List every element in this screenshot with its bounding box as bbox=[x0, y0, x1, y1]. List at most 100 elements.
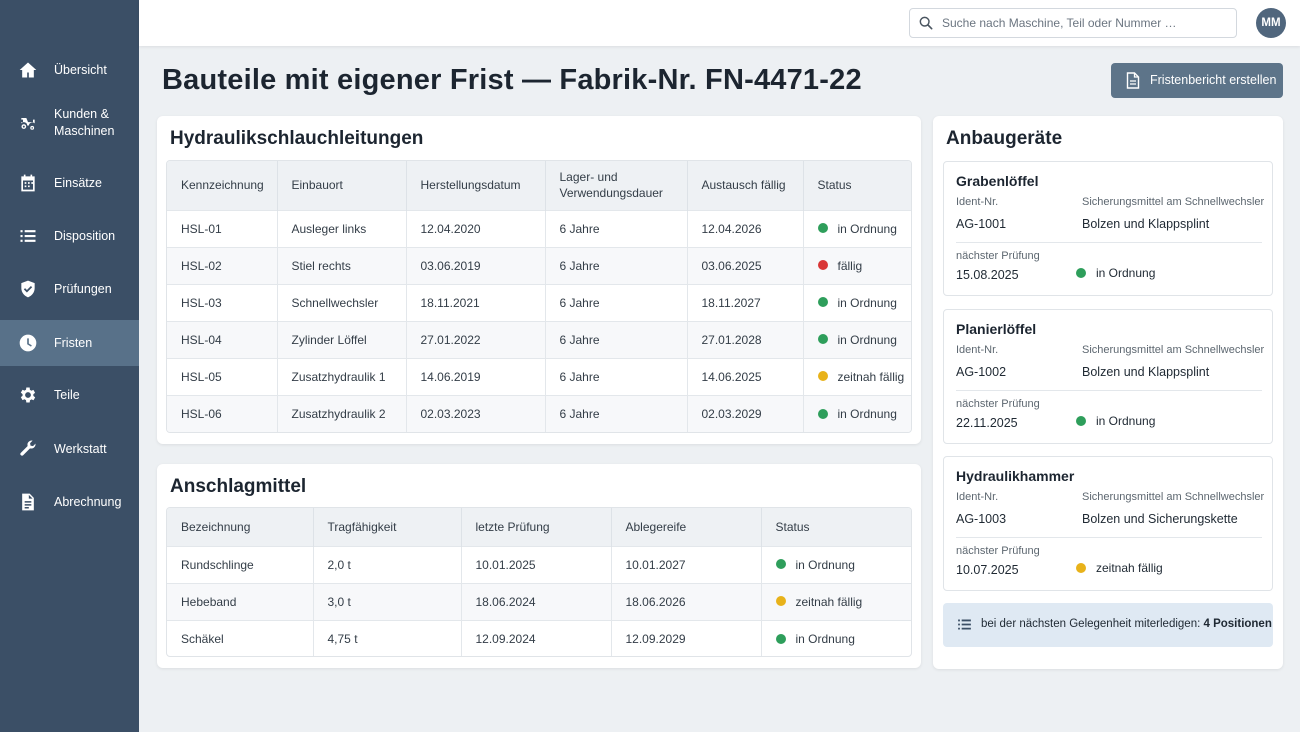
table-row[interactable]: HSL-04 Zylinder Löffel 27.01.2022 6 Jahre 27… bbox=[167, 320, 911, 358]
secure-value: Bolzen und Klappsplint bbox=[1082, 365, 1210, 379]
sidebar-item-fristen[interactable]: Fristen bbox=[0, 320, 139, 366]
table-row[interactable]: HSL-03 Schnellwechsler 18.11.2021 6 Jahre 18… bbox=[167, 283, 911, 321]
column-header[interactable]: Austausch fällig bbox=[687, 161, 804, 210]
table-cell: Rundschlinge bbox=[167, 545, 314, 583]
status-cell: in Ordnung bbox=[803, 283, 911, 321]
attachment-card[interactable]: Planierlöffel Ident-Nr. AG-1002 Sicherungsm… bbox=[943, 309, 1273, 444]
status-dot bbox=[775, 596, 786, 607]
table-cell: 18.06.2026 bbox=[611, 582, 762, 620]
column-header[interactable]: Lager- und Verwendungsdauer bbox=[545, 161, 688, 210]
table-cell: Schnellwechsler bbox=[277, 283, 407, 321]
table-row[interactable]: Rundschlinge 2,0 t 10.01.2025 10.01.2027 in … bbox=[167, 545, 911, 583]
table-cell: HSL-01 bbox=[167, 209, 278, 247]
search-box[interactable] bbox=[909, 8, 1237, 38]
slings-table: Bezeichnung Tragfähigkeit letzte Prüfung… bbox=[167, 508, 911, 656]
sidebar-item-werkstatt[interactable]: Werkstatt bbox=[0, 431, 139, 467]
sidebar-item-pruefungen[interactable]: Prüfungen bbox=[0, 271, 139, 307]
table-cell: 27.01.2028 bbox=[687, 320, 804, 358]
status-dot bbox=[817, 297, 828, 308]
column-header[interactable]: Tragfähigkeit bbox=[313, 508, 462, 546]
column-header[interactable]: Herstellungsdatum bbox=[406, 161, 546, 210]
column-header[interactable]: Status bbox=[761, 508, 911, 546]
top-bar: MM bbox=[139, 0, 1300, 46]
table-row[interactable]: HSL-01 Ausleger links 12.04.2020 6 Jahre 12.… bbox=[167, 209, 911, 247]
status-text: in Ordnung bbox=[795, 557, 855, 572]
secure-label: Sicherungsmittel am Schnellwechsler bbox=[1082, 344, 1265, 356]
tractor-icon bbox=[18, 113, 38, 133]
table-row[interactable]: Hebeband 3,0 t 18.06.2024 18.06.2026 zeitnah… bbox=[167, 582, 911, 620]
table-row[interactable]: Schäkel 4,75 t 12.09.2024 12.09.2029 in Ordn… bbox=[167, 619, 911, 656]
status-text: fällig bbox=[837, 258, 863, 273]
status-text: zeitnah fällig bbox=[837, 369, 905, 384]
table-cell: 02.03.2023 bbox=[406, 394, 546, 432]
table-row[interactable]: HSL-05 Zusatzhydraulik 1 14.06.2019 6 Jahre… bbox=[167, 357, 911, 395]
ident-label: Ident-Nr. bbox=[956, 491, 999, 503]
table-cell: HSL-06 bbox=[167, 394, 278, 432]
sidebar-item-abrechnung[interactable]: Abrechnung bbox=[0, 484, 139, 520]
slings-card: Anschlagmittel Bezeichnung Tragfähigkeit… bbox=[157, 464, 921, 668]
next-inspection-value: 22.11.2025 bbox=[956, 416, 1018, 430]
attachment-name: Planierlöffel bbox=[956, 321, 1037, 337]
table-cell: 6 Jahre bbox=[545, 209, 688, 247]
column-header[interactable]: Kennzeichnung bbox=[167, 161, 278, 210]
sidebar-item-einsaetze[interactable]: Einsätze bbox=[0, 165, 139, 201]
column-header[interactable]: letzte Prüfung bbox=[461, 508, 612, 546]
wrench-icon bbox=[18, 439, 38, 459]
home-icon bbox=[18, 60, 38, 80]
follow-up-note[interactable]: bei der nächsten Gelegenheit miterledige… bbox=[943, 603, 1273, 647]
attachment-card[interactable]: Hydraulikhammer Ident-Nr. AG-1003 Sicherung… bbox=[943, 456, 1273, 591]
table-cell: 14.06.2019 bbox=[406, 357, 546, 395]
hoses-table-wrap: Kennzeichnung Einbauort Herstellungsdatu… bbox=[166, 160, 912, 433]
ident-value: AG-1001 bbox=[956, 217, 1007, 231]
table-row[interactable]: HSL-06 Zusatzhydraulik 2 02.03.2023 6 Jahre… bbox=[167, 394, 911, 432]
table-cell: 6 Jahre bbox=[545, 394, 688, 432]
next-inspection-label: nächster Prüfung bbox=[956, 398, 1040, 410]
document-icon bbox=[1126, 72, 1140, 89]
next-inspection-label: nächster Prüfung bbox=[956, 545, 1040, 557]
avatar[interactable]: MM bbox=[1256, 8, 1286, 38]
clock-icon bbox=[18, 333, 38, 353]
table-cell: 02.03.2029 bbox=[687, 394, 804, 432]
gear-icon bbox=[18, 385, 38, 405]
column-header[interactable]: Einbauort bbox=[277, 161, 407, 210]
ident-value: AG-1002 bbox=[956, 365, 1007, 379]
sidebar-item-disposition[interactable]: Disposition bbox=[0, 218, 139, 254]
create-report-button[interactable]: Fristenbericht erstellen bbox=[1111, 63, 1283, 98]
search-input[interactable] bbox=[942, 13, 1227, 33]
calendar-icon bbox=[18, 173, 38, 193]
sidebar-item-label: Einsätze bbox=[54, 175, 102, 190]
sidebar-item-label: Fristen bbox=[54, 335, 93, 350]
hoses-card: Hydraulikschlauchleitungen Kennzeichnung… bbox=[157, 116, 921, 444]
sidebar-item-label: Disposition bbox=[54, 228, 116, 243]
column-header[interactable]: Ablegereife bbox=[611, 508, 762, 546]
status-dot bbox=[817, 371, 828, 382]
create-report-label: Fristenbericht erstellen bbox=[1150, 73, 1277, 87]
attachment-name: Hydraulikhammer bbox=[956, 468, 1075, 484]
attachment-name: Grabenlöffel bbox=[956, 173, 1039, 189]
next-inspection-value: 10.07.2025 bbox=[956, 563, 1019, 577]
status-text: zeitnah fällig bbox=[795, 594, 863, 609]
slings-table-wrap: Bezeichnung Tragfähigkeit letzte Prüfung… bbox=[166, 507, 912, 657]
attachment-card[interactable]: Grabenlöffel Ident-Nr. AG-1001 Sicherungsmi… bbox=[943, 161, 1273, 296]
ident-label: Ident-Nr. bbox=[956, 196, 999, 208]
sidebar-item-label: Teile bbox=[54, 387, 80, 402]
divider bbox=[956, 537, 1262, 538]
column-header[interactable]: Bezeichnung bbox=[167, 508, 314, 546]
secure-value: Bolzen und Sicherungskette bbox=[1082, 512, 1238, 526]
status-badge: zeitnah fällig bbox=[1076, 561, 1163, 575]
table-cell: 6 Jahre bbox=[545, 357, 688, 395]
sidebar-item-teile[interactable]: Teile bbox=[0, 377, 139, 413]
status-dot bbox=[775, 633, 786, 644]
table-cell: 6 Jahre bbox=[545, 246, 688, 284]
sidebar-item-kunden-maschinen[interactable]: Kunden & Maschinen bbox=[0, 100, 139, 146]
table-cell: 12.04.2020 bbox=[406, 209, 546, 247]
table-row[interactable]: HSL-02 Stiel rechts 03.06.2019 6 Jahre 03.06… bbox=[167, 246, 911, 284]
table-cell: Stiel rechts bbox=[277, 246, 407, 284]
page-title: Bauteile mit eigener Frist — Fabrik-Nr. … bbox=[162, 64, 862, 96]
status-dot bbox=[817, 408, 828, 419]
column-header[interactable]: Status bbox=[803, 161, 911, 210]
list-icon bbox=[18, 226, 38, 246]
sidebar-item-uebersicht[interactable]: Übersicht bbox=[0, 52, 139, 88]
secure-label: Sicherungsmittel am Schnellwechsler bbox=[1082, 491, 1265, 503]
list-icon bbox=[958, 619, 971, 630]
